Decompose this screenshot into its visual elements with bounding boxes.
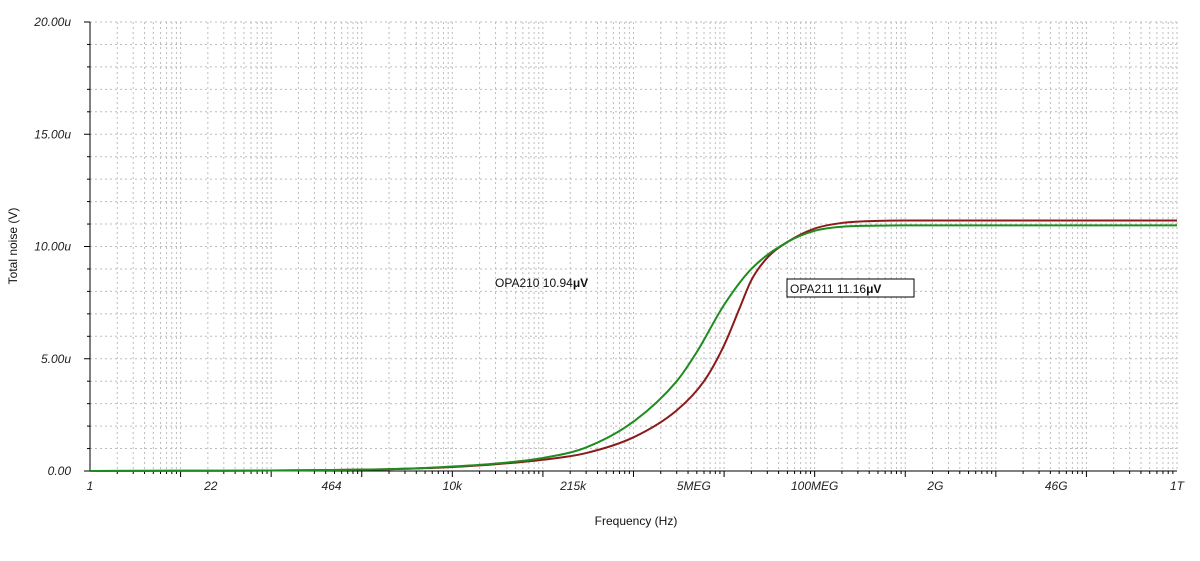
x-tick-label: 1T [1170,479,1186,493]
x-tick-label: 215k [559,479,587,493]
x-tick-label: 46G [1045,479,1068,493]
y-tick-label: 5.00u [41,352,71,366]
y-tick-label: 10.00u [34,240,71,254]
annotation-opa211[interactable]: OPA211 11.16μV [786,278,915,298]
annotation-opa210-unit: μV [573,276,588,290]
annotation-opa211-unit: μV [866,282,881,296]
x-tick-label: 464 [322,479,342,493]
annotation-opa210[interactable]: OPA210 10.94μV [495,276,588,290]
x-tick-label: 5MEG [677,479,711,493]
x-tick-label: 1 [87,479,94,493]
svg-text:OPA210 10.94μV: OPA210 10.94μV [495,276,588,290]
y-tick-label: 20.00u [33,15,71,29]
grid-layer [90,21,1178,471]
x-tick-label: 2G [926,479,943,493]
series-line-opa210 [89,224,1177,472]
y-axis-label: Total noise (V) [6,208,20,285]
x-tick-label: 100MEG [791,479,838,493]
annotation-opa211-box [786,278,915,298]
annotation-opa210-text: OPA210 10.94 [495,276,573,290]
x-axis-label: Frequency (Hz) [595,514,678,528]
svg-text:OPA211 11.16μV: OPA211 11.16μV [790,282,881,296]
ticks-layer: 1 22 464 10k 215k 5MEG 100MEG 2G 46G 1T 0.00 5.00u 1… [33,15,1185,493]
annotation-opa211-text: OPA211 11.16 [790,282,866,296]
series-layer [89,219,1177,472]
x-tick-label: 10k [443,479,463,493]
y-tick-label: 0.00 [48,464,72,478]
y-tick-label: 15.00u [34,127,71,141]
x-tick-label: 22 [203,479,218,493]
